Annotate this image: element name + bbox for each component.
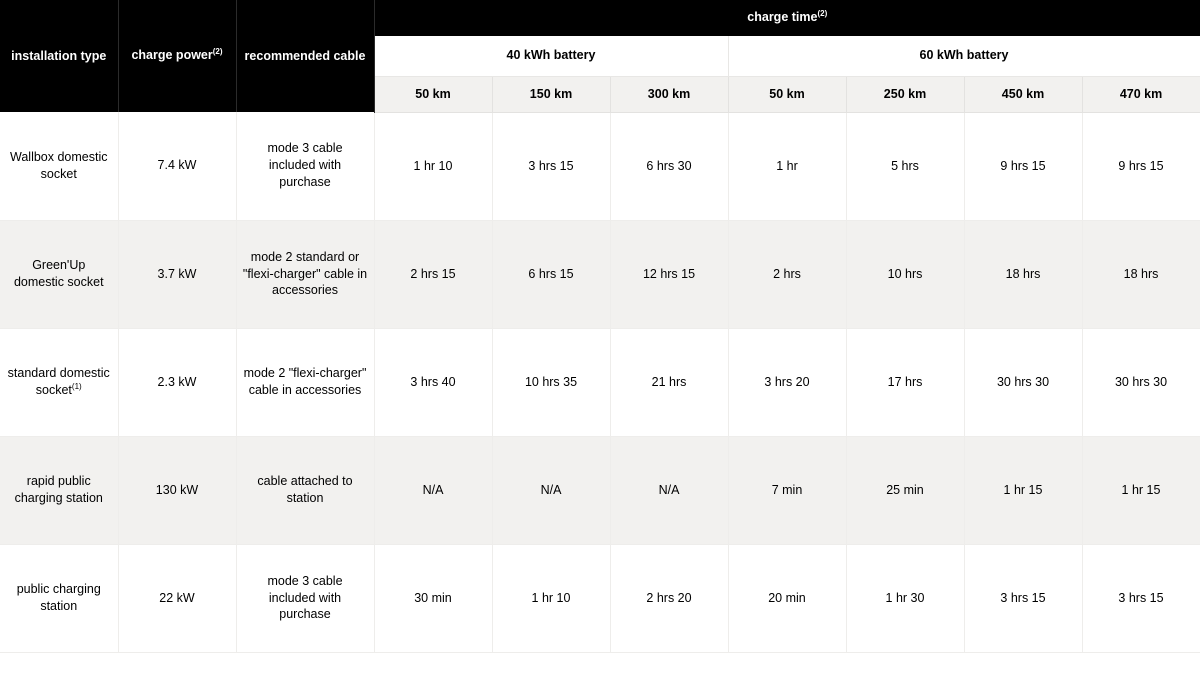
cell-time: 2 hrs [728,220,846,328]
col-header-km: 450 km [964,76,1082,112]
cell-time: 20 min [728,544,846,652]
cell-time: N/A [610,436,728,544]
col-header-battery-40: 40 kWh battery [374,36,728,76]
cell-time: 6 hrs 30 [610,112,728,220]
cell-time: 1 hr 10 [374,112,492,220]
cell-installation: Green'Up domestic socket [0,220,118,328]
cell-time: 1 hr [728,112,846,220]
cell-power: 22 kW [118,544,236,652]
cell-power: 130 kW [118,436,236,544]
cell-time: 25 min [846,436,964,544]
cell-time: N/A [374,436,492,544]
cell-time: 10 hrs 35 [492,328,610,436]
cell-time: 21 hrs [610,328,728,436]
cell-cable: mode 2 "flexi-charger" cable in accessor… [236,328,374,436]
col-header-km: 250 km [846,76,964,112]
cell-time: 3 hrs 15 [492,112,610,220]
table-row: public charging station22 kWmode 3 cable… [0,544,1200,652]
table-row: Green'Up domestic socket3.7 kWmode 2 sta… [0,220,1200,328]
cell-time: 3 hrs 15 [1082,544,1200,652]
cell-time: 9 hrs 15 [964,112,1082,220]
col-header-km: 470 km [1082,76,1200,112]
cell-time: 5 hrs [846,112,964,220]
cell-time: 1 hr 10 [492,544,610,652]
cell-cable: mode 3 cable included with purchase [236,112,374,220]
cell-time: 6 hrs 15 [492,220,610,328]
cell-time: 3 hrs 15 [964,544,1082,652]
cell-time: 1 hr 30 [846,544,964,652]
cell-installation: standard domestic socket(1) [0,328,118,436]
table-row: Wallbox domestic socket7.4 kWmode 3 cabl… [0,112,1200,220]
cell-time: 3 hrs 20 [728,328,846,436]
cell-time: 30 hrs 30 [1082,328,1200,436]
col-header-km: 50 km [374,76,492,112]
cell-time: 2 hrs 15 [374,220,492,328]
cell-time: 30 hrs 30 [964,328,1082,436]
cell-time: 9 hrs 15 [1082,112,1200,220]
charge-table: installation type charge power(2) recomm… [0,0,1200,653]
cell-installation: Wallbox domestic socket [0,112,118,220]
col-header-power: charge power(2) [118,0,236,112]
cell-installation: rapid public charging station [0,436,118,544]
cell-time: 17 hrs [846,328,964,436]
cell-power: 3.7 kW [118,220,236,328]
col-header-km: 300 km [610,76,728,112]
cell-time: 30 min [374,544,492,652]
cell-cable: cable attached to station [236,436,374,544]
table-row: standard domestic socket(1)2.3 kWmode 2 … [0,328,1200,436]
cell-power: 2.3 kW [118,328,236,436]
cell-time: 1 hr 15 [1082,436,1200,544]
col-header-battery-60: 60 kWh battery [728,36,1200,76]
col-header-cable: recommended cable [236,0,374,112]
col-header-chargetime: charge time(2) [374,0,1200,36]
cell-power: 7.4 kW [118,112,236,220]
cell-time: N/A [492,436,610,544]
table-row: rapid public charging station130 kWcable… [0,436,1200,544]
col-header-installation: installation type [0,0,118,112]
cell-cable: mode 2 standard or "flexi-charger" cable… [236,220,374,328]
cell-time: 3 hrs 40 [374,328,492,436]
cell-cable: mode 3 cable included with purchase [236,544,374,652]
cell-installation: public charging station [0,544,118,652]
cell-time: 10 hrs [846,220,964,328]
cell-time: 18 hrs [964,220,1082,328]
cell-time: 1 hr 15 [964,436,1082,544]
cell-time: 2 hrs 20 [610,544,728,652]
cell-time: 12 hrs 15 [610,220,728,328]
cell-time: 7 min [728,436,846,544]
col-header-km: 50 km [728,76,846,112]
col-header-km: 150 km [492,76,610,112]
cell-time: 18 hrs [1082,220,1200,328]
